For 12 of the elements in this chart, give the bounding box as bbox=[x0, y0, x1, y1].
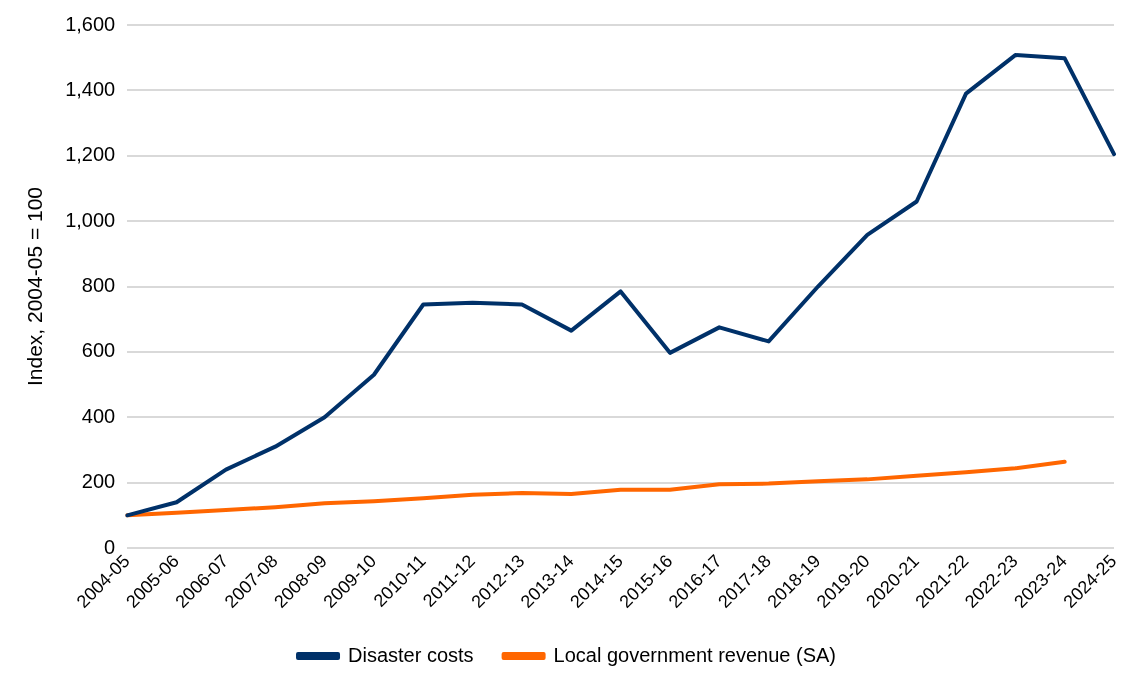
y-tick-label: 1,200 bbox=[65, 143, 116, 166]
y-tick-label: 1,400 bbox=[65, 77, 116, 100]
y-tick-label: 1,600 bbox=[65, 12, 116, 35]
y-tick-label: 800 bbox=[81, 274, 116, 297]
y-tick-label: 1,000 bbox=[65, 208, 116, 231]
y-tick-label: 0 bbox=[104, 535, 116, 558]
y-tick-label: 200 bbox=[81, 470, 116, 493]
y-tick-label: 600 bbox=[81, 339, 116, 362]
y-axis-title: Index, 2004-05 = 100 bbox=[23, 186, 47, 387]
legend-label: Disaster costs bbox=[348, 643, 474, 666]
legend-label: Local government revenue (SA) bbox=[553, 643, 836, 666]
y-tick-label: 400 bbox=[81, 404, 116, 427]
